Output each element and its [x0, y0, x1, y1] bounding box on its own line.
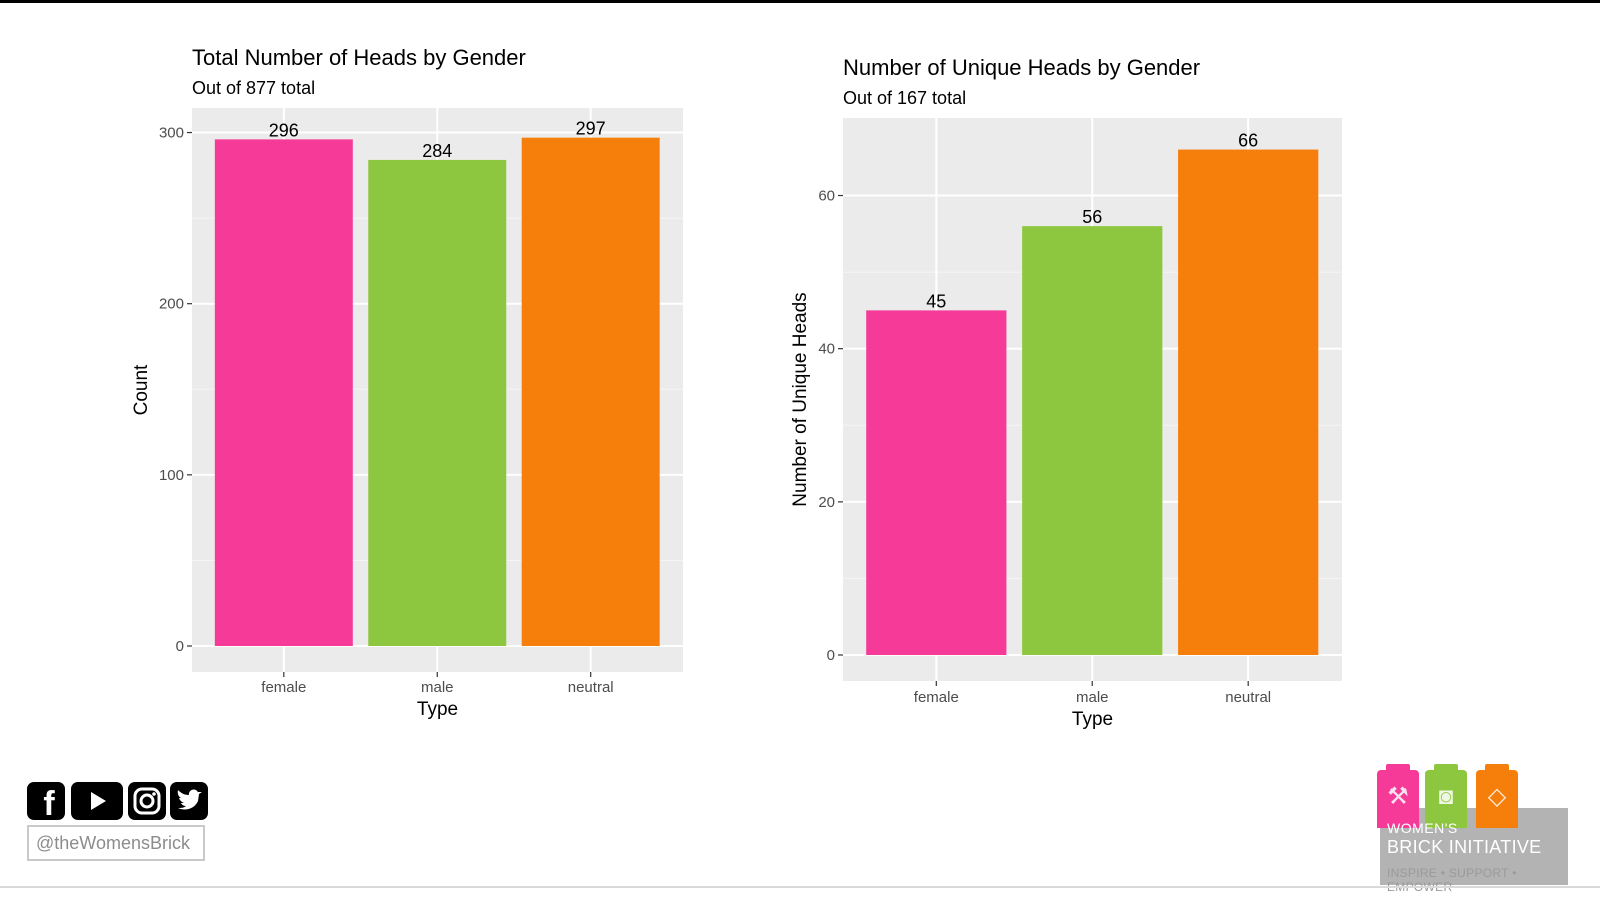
bottom-border	[0, 886, 1600, 888]
y-tick-label: 0	[827, 647, 835, 664]
chart-1: 0 100 200 300 female male neutral 296 284 297 Tota…	[131, 45, 683, 720]
y-tick-label: 100	[159, 467, 184, 484]
chart-title: Number of Unique Heads by Gender	[843, 55, 1200, 80]
camera-icon: ◙	[1425, 764, 1467, 828]
y-tick-label: 60	[818, 188, 835, 205]
instagram-icon[interactable]	[128, 782, 166, 820]
diamond-icon: ◇	[1476, 764, 1518, 828]
top-border	[0, 0, 1600, 3]
x-tick-label: female	[261, 679, 306, 696]
bar-male	[1022, 226, 1163, 656]
hammer-icon: ⚒	[1377, 764, 1419, 828]
y-tick-label: 300	[159, 125, 184, 142]
data-label: 284	[422, 141, 452, 161]
y-tick-label: 20	[818, 494, 835, 511]
x-tick-label: male	[1076, 689, 1109, 706]
bar-neutral	[521, 137, 660, 646]
logo-line1: WOMEN'S	[1387, 820, 1458, 836]
bar-male	[368, 159, 507, 646]
y-axis-title: Number of Unique Heads	[790, 292, 811, 506]
chart-2: 0 20 40 60 female male neutral 45 56 66 Number of …	[790, 55, 1342, 730]
chart-title: Total Number of Heads by Gender	[192, 45, 526, 70]
svg-text:f: f	[43, 785, 55, 820]
social-links: f @theWomensBrick	[27, 782, 212, 872]
social-handle[interactable]: @theWomensBrick	[27, 825, 205, 861]
x-tick-label: female	[914, 689, 959, 706]
y-axis-title: Count	[131, 364, 152, 415]
x-tick-label: male	[421, 679, 454, 696]
y-tick-label: 0	[176, 638, 184, 655]
bar-female	[866, 310, 1007, 655]
data-label: 45	[926, 291, 946, 311]
chart-subtitle: Out of 877 total	[192, 78, 315, 98]
data-label: 56	[1082, 207, 1102, 227]
youtube-icon[interactable]	[71, 782, 123, 820]
bar-neutral	[1178, 149, 1319, 655]
x-axis-title: Type	[1072, 709, 1113, 730]
bar-female	[214, 139, 353, 646]
womens-brick-initiative-logo: ⚒ ◙ ◇ WOMEN'S BRICK INITIATIVE INSPIRE •…	[1377, 764, 1580, 900]
x-axis-title: Type	[417, 699, 458, 720]
data-label: 296	[269, 120, 299, 140]
logo-line2: BRICK INITIATIVE	[1387, 837, 1542, 857]
twitter-icon[interactable]	[170, 782, 208, 820]
x-tick-label: neutral	[1225, 689, 1271, 706]
data-label: 66	[1238, 131, 1258, 151]
x-tick-label: neutral	[568, 679, 614, 696]
chart-subtitle: Out of 167 total	[843, 88, 966, 108]
y-tick-label: 40	[818, 341, 835, 358]
y-tick-label: 200	[159, 296, 184, 313]
data-label: 297	[576, 119, 606, 139]
logo-tagline: INSPIRE • SUPPORT • EMPOWER	[1387, 866, 1517, 894]
facebook-icon[interactable]: f	[27, 782, 65, 820]
